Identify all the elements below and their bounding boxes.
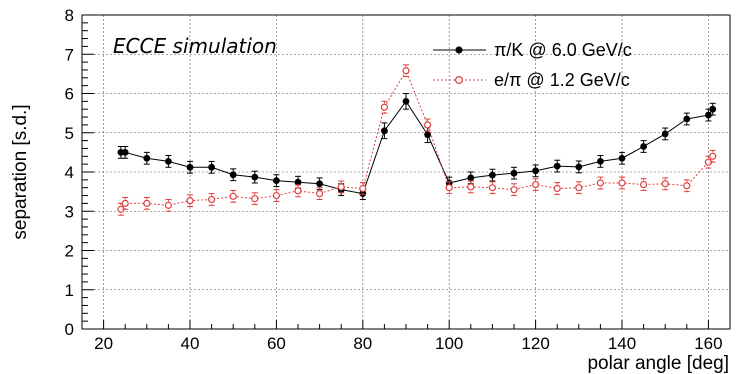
data-point: [121, 148, 129, 156]
data-point: [143, 199, 151, 207]
y-tick-label: 6: [65, 85, 74, 104]
data-point: [705, 111, 712, 119]
data-point: [186, 163, 194, 171]
x-tick-label: 80: [353, 334, 372, 353]
x-tick-label: 20: [94, 334, 113, 353]
data-point: [709, 105, 717, 113]
data-point: [661, 130, 669, 138]
data-point: [531, 180, 540, 189]
data-point: [251, 173, 259, 181]
data-point: [380, 103, 388, 111]
data-point: [208, 163, 216, 171]
series: [117, 64, 717, 216]
data-point: [618, 154, 626, 162]
series-0: [117, 93, 717, 200]
data-point: [553, 162, 561, 170]
data-point: [661, 180, 669, 188]
data-point: [467, 174, 475, 182]
data-point: [553, 184, 561, 193]
data-point: [208, 195, 216, 204]
data-point: [164, 201, 172, 209]
y-tick-label: 7: [65, 45, 74, 64]
legend-label-pik: π/K @ 6.0 GeV/c: [494, 40, 632, 60]
y-tick-label: 8: [65, 6, 74, 25]
data-point: [294, 187, 302, 195]
data-point: [424, 121, 432, 129]
data-point: [596, 179, 605, 187]
data-point: [316, 180, 323, 188]
y-tick-label: 4: [65, 163, 74, 182]
data-point: [381, 127, 388, 135]
legend-label-epi: e/π @ 1.2 GeV/c: [494, 70, 630, 90]
data-point: [683, 182, 691, 190]
y-tick-label: 5: [65, 124, 74, 143]
data-point: [121, 199, 129, 207]
data-point: [467, 183, 475, 191]
data-point: [186, 197, 194, 205]
data-point: [445, 184, 453, 192]
legend-marker-epi: [454, 75, 464, 85]
data-point: [316, 189, 324, 198]
x-tick-label: 140: [608, 334, 636, 353]
y-tick-label: 1: [65, 281, 74, 300]
x-tick-label: 100: [435, 334, 463, 353]
data-point: [229, 171, 237, 179]
data-point: [272, 191, 280, 200]
data-point: [229, 192, 237, 200]
data-point: [532, 167, 539, 175]
data-point: [402, 97, 410, 105]
chart-annotation: ECCE simulation: [113, 34, 277, 58]
data-point: [488, 184, 496, 192]
data-point: [359, 184, 367, 193]
data-point: [294, 178, 302, 186]
data-point: [489, 171, 496, 179]
data-point: [639, 180, 648, 189]
data-point: [165, 158, 172, 165]
y-axis-title: separation [s.d.]: [10, 104, 31, 239]
x-tick-label: 40: [181, 334, 200, 353]
legend-marker-pik: [455, 46, 463, 54]
data-point: [683, 115, 691, 123]
data-point: [143, 154, 151, 162]
legend: π/K @ 6.0 GeV/c e/π @ 1.2 GeV/c: [433, 40, 632, 90]
y-tick-label: 3: [65, 202, 74, 221]
data-point: [709, 152, 717, 160]
axis-ticks: 20 40 60 80 100 120 140 160 0 1 2 3 4 5 6 7 8: [65, 6, 731, 353]
data-point: [510, 186, 518, 194]
data-point: [402, 67, 410, 75]
data-point: [575, 184, 583, 192]
x-tick-label: 60: [267, 334, 286, 353]
data-point: [337, 183, 345, 191]
x-tick-label: 120: [521, 334, 549, 353]
data-point: [424, 131, 431, 139]
data-point: [273, 177, 280, 185]
data-point: [575, 163, 583, 171]
series-1: [117, 64, 717, 216]
grid: [82, 15, 730, 329]
y-tick-label: 2: [65, 242, 74, 261]
data-point: [597, 158, 604, 165]
data-point: [510, 169, 518, 177]
data-point: [618, 179, 626, 187]
series-line: [120, 69, 714, 210]
data-point: [640, 143, 647, 150]
series-line: [120, 100, 714, 195]
x-tick-label: 160: [694, 334, 722, 353]
data-point: [251, 195, 259, 203]
y-tick-label: 0: [65, 320, 74, 339]
x-axis-title: polar angle [deg]: [587, 353, 729, 374]
